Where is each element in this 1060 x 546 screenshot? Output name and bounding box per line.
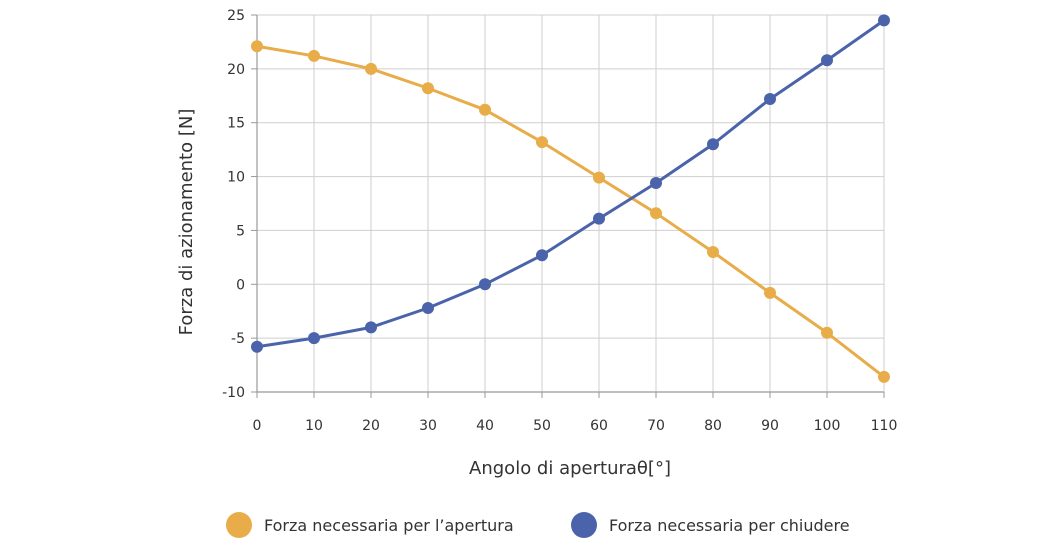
y-tick-label: -10	[222, 385, 245, 401]
data-point	[479, 278, 491, 291]
data-point	[536, 249, 548, 262]
series-line-0	[255, 44, 886, 379]
x-tick-label: 0	[253, 418, 262, 434]
data-point	[479, 103, 491, 116]
y-axis-title: Forza di azionamento [N]	[176, 109, 197, 336]
x-tick-label: 70	[647, 418, 665, 434]
y-tick-label: 5	[236, 223, 245, 239]
legend-item-closing: Forza necessaria per chiudere	[571, 512, 850, 538]
data-point	[308, 332, 320, 345]
data-point	[593, 171, 605, 184]
axes	[251, 14, 885, 398]
series-1	[251, 14, 890, 353]
y-tick-label: -5	[231, 331, 245, 347]
series-layer	[251, 14, 890, 383]
data-point	[593, 212, 605, 225]
y-tick-labels: 25 20 15 10 5 0 -5 -10	[222, 8, 245, 401]
y-tick-label: 15	[227, 116, 245, 132]
data-point	[707, 245, 719, 258]
data-point	[650, 207, 662, 220]
legend-item-opening: Forza necessaria per l’apertura	[226, 512, 514, 538]
legend-marker-opening	[226, 512, 252, 538]
series-line-1	[255, 18, 886, 349]
legend-marker-closing	[571, 512, 597, 538]
x-tick-label: 90	[761, 418, 779, 434]
data-point	[422, 82, 434, 95]
x-tick-label: 20	[362, 418, 380, 434]
data-point	[650, 177, 662, 190]
legend-label-opening: Forza necessaria per l’apertura	[264, 516, 514, 535]
x-tick-label: 50	[533, 418, 551, 434]
data-point	[422, 301, 434, 314]
data-point	[764, 286, 776, 299]
x-tick-label: 110	[871, 418, 898, 434]
x-tick-labels: 0 10 20 30 40 50 60 70 80 90 100 110	[253, 418, 898, 434]
data-point	[308, 49, 320, 62]
x-tick-label: 40	[476, 418, 494, 434]
data-point	[251, 340, 263, 353]
data-point	[821, 54, 833, 67]
x-tick-label: 100	[814, 418, 841, 434]
y-tick-label: 0	[236, 277, 245, 293]
data-point	[707, 138, 719, 151]
x-tick-label: 80	[704, 418, 722, 434]
data-point	[365, 62, 377, 75]
data-point	[536, 136, 548, 149]
x-tick-label: 60	[590, 418, 608, 434]
y-tick-label: 10	[227, 170, 245, 186]
legend-label-closing: Forza necessaria per chiudere	[609, 516, 850, 535]
x-axis-title: Angolo di aperturaθ[°]	[469, 458, 671, 479]
data-point	[821, 326, 833, 339]
y-tick-label: 25	[227, 8, 245, 24]
data-point	[878, 14, 890, 27]
grid-lines	[256, 14, 885, 393]
legend: Forza necessaria per l’apertura Forza ne…	[226, 512, 850, 538]
x-tick-label: 10	[305, 418, 323, 434]
data-point	[878, 370, 890, 383]
x-tick-label: 30	[419, 418, 437, 434]
data-point	[251, 40, 263, 53]
data-point	[365, 321, 377, 334]
y-tick-label: 20	[227, 62, 245, 78]
data-point	[764, 93, 776, 106]
series-0	[251, 40, 890, 383]
